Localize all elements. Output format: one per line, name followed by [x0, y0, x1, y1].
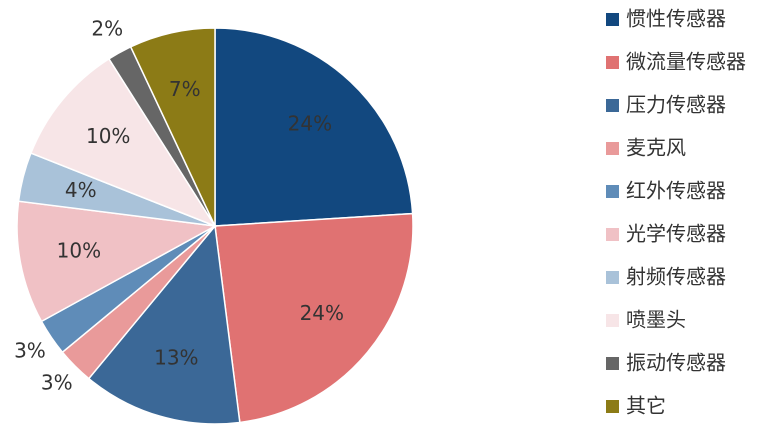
legend-label: 其它 — [626, 394, 666, 418]
slice-label: 10% — [57, 238, 101, 262]
legend-label: 压力传感器 — [626, 93, 726, 117]
slice-label: 3% — [14, 338, 46, 362]
pie-slice — [16, 200, 218, 323]
pie-slice — [129, 27, 216, 227]
pie-slice — [214, 27, 414, 227]
legend-label: 射频传感器 — [626, 265, 726, 289]
pie-slice — [214, 212, 414, 424]
legend-marker — [606, 185, 619, 198]
legend-label: 振动传感器 — [626, 351, 726, 375]
legend-marker — [606, 228, 619, 241]
pie-slice — [29, 57, 217, 228]
legend-marker — [606, 400, 619, 413]
slice-label: 24% — [288, 111, 332, 135]
legend-marker — [606, 357, 619, 370]
slice-label: 13% — [154, 346, 198, 370]
slice-label: 24% — [300, 301, 344, 325]
legend-label: 惯性传感器 — [626, 7, 726, 31]
legend-marker — [606, 56, 619, 69]
legend-marker — [606, 99, 619, 112]
legend-marker — [606, 142, 619, 155]
legend-marker — [606, 314, 619, 327]
slice-label: 4% — [65, 178, 97, 202]
legend-label: 微流量传感器 — [626, 50, 746, 74]
legend-label: 麦克风 — [626, 136, 686, 160]
slice-label: 10% — [86, 124, 130, 148]
legend-label: 光学传感器 — [626, 222, 726, 246]
legend-marker — [606, 13, 619, 26]
slice-label: 7% — [169, 77, 201, 101]
legend-label: 喷墨头 — [626, 308, 686, 332]
pie-slice — [87, 224, 241, 425]
legend-label: 红外传感器 — [626, 179, 726, 203]
slice-label: 2% — [91, 16, 123, 40]
slice-label: 3% — [41, 371, 73, 395]
legend-marker — [606, 271, 619, 284]
